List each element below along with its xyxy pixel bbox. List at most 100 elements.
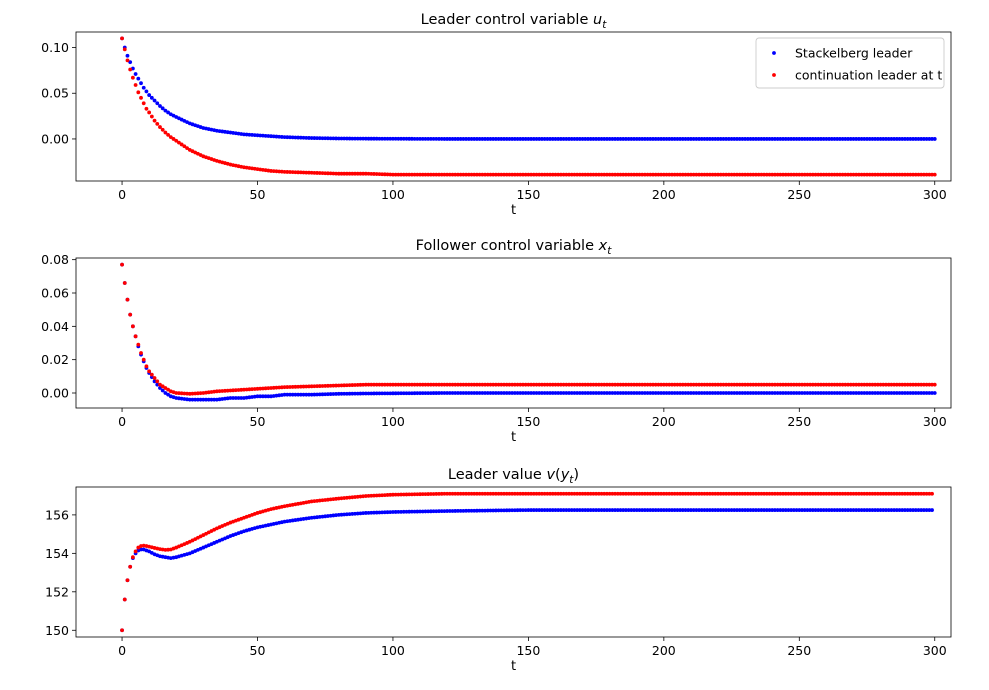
data-point <box>263 386 268 391</box>
y-tick-label: 0.08 <box>41 252 69 267</box>
data-point <box>326 383 330 388</box>
data-point <box>867 172 872 177</box>
data-point <box>510 137 515 141</box>
data-point <box>404 172 409 177</box>
data-point <box>762 391 766 395</box>
data-point <box>802 137 807 141</box>
data-point <box>548 508 552 512</box>
data-point <box>504 391 509 395</box>
data-point <box>163 108 168 113</box>
data-point <box>572 491 577 496</box>
data-point <box>228 396 233 400</box>
follower-control-series-stackelberg <box>120 262 937 402</box>
data-point <box>396 391 401 396</box>
data-point <box>317 171 322 175</box>
data-point <box>870 491 875 496</box>
data-point <box>586 137 590 141</box>
data-point <box>353 391 357 396</box>
data-point <box>572 137 577 141</box>
data-point <box>122 281 127 285</box>
data-point <box>903 491 907 496</box>
data-point <box>786 137 791 141</box>
data-point <box>903 137 907 141</box>
data-point <box>488 137 493 141</box>
data-point <box>802 382 807 387</box>
data-point <box>464 508 468 513</box>
data-point <box>797 391 802 395</box>
data-point <box>377 391 382 396</box>
data-point <box>361 171 366 176</box>
data-point <box>507 137 512 141</box>
data-point <box>699 172 704 177</box>
data-point <box>380 172 385 177</box>
data-point <box>548 391 552 395</box>
data-point <box>911 391 915 395</box>
data-point <box>870 172 875 177</box>
data-point <box>483 391 487 395</box>
data-point <box>653 137 658 141</box>
data-point <box>447 491 452 496</box>
data-point <box>363 136 368 141</box>
data-point <box>447 137 452 141</box>
data-point <box>854 172 859 177</box>
data-point <box>553 491 558 496</box>
data-point <box>838 137 842 141</box>
data-point <box>122 47 127 52</box>
data-point <box>699 391 704 395</box>
data-point <box>537 391 542 395</box>
data-point <box>488 172 493 177</box>
data-point <box>832 491 837 496</box>
data-point <box>873 508 878 512</box>
data-point <box>618 391 623 395</box>
data-point <box>615 491 620 496</box>
data-point <box>775 391 780 395</box>
data-point <box>382 391 387 396</box>
data-point <box>634 508 639 512</box>
data-point <box>491 172 496 177</box>
data-point <box>659 491 664 496</box>
data-point <box>789 391 794 395</box>
data-point <box>485 491 490 496</box>
data-point <box>718 508 723 512</box>
data-point <box>502 137 506 141</box>
data-point <box>797 172 802 177</box>
data-point <box>477 491 482 496</box>
data-point <box>675 508 680 512</box>
data-point <box>710 172 715 177</box>
data-point <box>510 491 515 496</box>
data-point <box>881 491 886 496</box>
data-point <box>686 391 691 395</box>
x-tick-label: 100 <box>381 187 405 202</box>
data-point <box>626 172 631 177</box>
data-point <box>916 391 921 395</box>
data-point <box>475 508 479 513</box>
data-point <box>878 172 883 177</box>
data-point <box>670 491 674 496</box>
data-point <box>794 508 799 512</box>
data-point <box>735 391 739 395</box>
data-point <box>388 172 393 177</box>
data-point <box>786 491 791 496</box>
data-point <box>767 491 772 496</box>
data-point <box>420 172 425 177</box>
data-point <box>396 382 401 387</box>
data-point <box>794 391 799 395</box>
data-point <box>875 508 880 512</box>
data-point <box>908 491 913 496</box>
data-point <box>900 172 905 177</box>
data-point <box>339 512 344 517</box>
data-point <box>686 382 691 387</box>
data-point <box>599 491 604 496</box>
data-point <box>656 508 661 512</box>
data-point <box>800 172 804 177</box>
data-point <box>293 170 298 175</box>
data-point <box>559 382 563 387</box>
data-point <box>900 491 905 496</box>
data-point <box>667 137 672 141</box>
data-point <box>754 382 758 387</box>
data-point <box>442 137 447 141</box>
data-point <box>881 391 886 395</box>
data-point <box>261 133 265 138</box>
data-point <box>800 391 804 395</box>
